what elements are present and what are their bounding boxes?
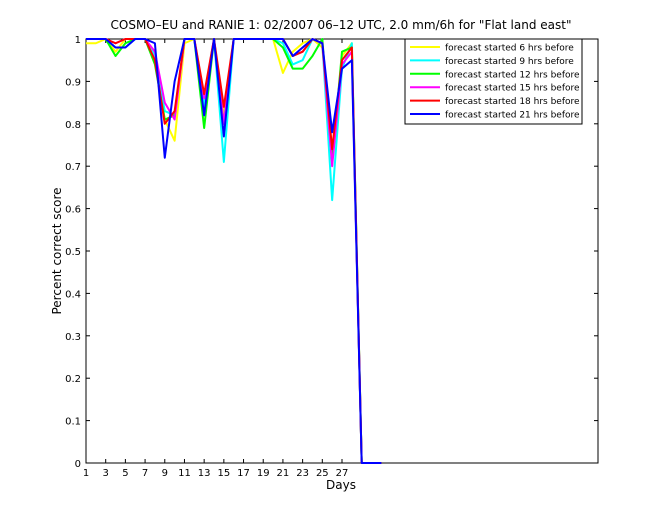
y-tick-label: 0.9 xyxy=(65,77,81,88)
series-line xyxy=(86,38,382,464)
legend-label: forecast started 18 hrs before xyxy=(445,97,580,107)
y-tick-label: 0.7 xyxy=(65,162,81,173)
legend-label: forecast started 9 hrs before xyxy=(445,57,574,67)
x-tick-label: 11 xyxy=(178,468,191,479)
legend: forecast started 6 hrs before forecast st… xyxy=(404,38,583,125)
x-tick-label: 9 xyxy=(162,468,168,479)
series-layer xyxy=(86,38,382,464)
x-tick-label: 3 xyxy=(103,468,109,479)
legend-label: forecast started 12 hrs before xyxy=(445,70,580,80)
y-tick-label: 1 xyxy=(75,35,81,46)
y-tick-label: 0.2 xyxy=(65,374,81,385)
chart-title: COSMO–EU and RANIE 1: 02/2007 06–12 UTC,… xyxy=(111,18,572,32)
x-tick-label: 13 xyxy=(198,468,211,479)
x-tick-label: 25 xyxy=(316,468,329,479)
x-tick-label: 23 xyxy=(296,468,309,479)
y-tick-label: 0.6 xyxy=(65,205,81,216)
legend-label: forecast started 21 hrs before xyxy=(445,111,580,121)
x-tick-label: 5 xyxy=(122,468,128,479)
x-tick-label: 19 xyxy=(257,468,270,479)
x-tick-label: 1 xyxy=(83,468,89,479)
y-tick-label: 0.1 xyxy=(65,417,81,428)
y-axis-label: Percent correct score xyxy=(50,187,64,314)
y-tick-label: 0 xyxy=(75,459,81,470)
x-axis-label: Days xyxy=(326,478,356,492)
x-tick-label: 7 xyxy=(142,468,148,479)
legend-label: forecast started 15 hrs before xyxy=(445,84,580,94)
legend-label: forecast started 6 hrs before xyxy=(445,44,574,54)
legend-box xyxy=(404,38,583,125)
x-tick-label: 21 xyxy=(277,468,290,479)
y-tick-label: 0.3 xyxy=(65,332,81,343)
x-tick-label: 17 xyxy=(237,468,250,479)
y-tick-label: 0.4 xyxy=(65,289,81,300)
y-tick-label: 0.8 xyxy=(65,120,81,131)
x-tick-label: 15 xyxy=(217,468,230,479)
y-tick-label: 0.5 xyxy=(65,247,81,258)
x-tick-label: 27 xyxy=(336,468,349,479)
